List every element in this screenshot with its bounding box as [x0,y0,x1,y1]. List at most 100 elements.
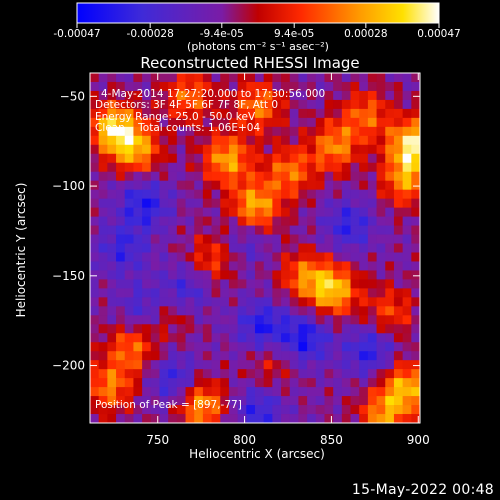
heatmap-cell [307,198,317,209]
heatmap-cell [333,396,343,406]
heatmap-cell [367,198,377,209]
heatmap-cell [185,144,195,155]
heatmap-cell [185,162,195,173]
heatmap-cell [281,351,291,361]
heatmap-cell [116,198,126,209]
heatmap-cell [176,252,186,262]
heatmap-cell [298,261,308,271]
heatmap-cell [246,387,256,397]
heatmap-cell [124,252,134,262]
heatmap-cell [159,126,169,137]
heatmap-cell [150,189,160,200]
heatmap-cell [341,351,351,361]
heatmap-cell [168,225,178,235]
heatmap-cell [168,252,178,262]
heatmap-cell [315,225,325,235]
heatmap-cell [107,279,117,289]
heatmap-cell [341,216,351,226]
heatmap-cell [376,99,386,110]
heatmap-cell [298,135,308,146]
heatmap-cell [367,360,377,370]
heatmap-cell [359,306,369,316]
heatmap-cell [385,180,395,191]
heatmap-cell [272,252,282,262]
heatmap-cell [176,144,186,155]
heatmap-cell [350,108,360,119]
heatmap-cell [176,225,186,235]
heatmap-cell [211,81,221,92]
heatmap-cell [411,342,421,352]
heatmap-cell [107,270,117,280]
heatmap-cell [315,153,325,164]
heatmap-cell [376,81,386,92]
heatmap-cell [142,216,152,226]
heatmap-cell [194,261,204,271]
heatmap-cell [220,252,230,262]
heatmap-cell [289,252,299,262]
heatmap-cell [194,324,204,334]
heatmap-cell [263,216,273,226]
heatmap-cell [333,135,343,146]
heatmap-cell [176,342,186,352]
heatmap-cell [393,189,404,200]
heatmap-cell [298,270,308,280]
heatmap-cell [289,162,299,173]
x-tick-label: 850 [320,433,343,447]
heatmap-cell [124,108,134,119]
heatmap-cell [272,126,282,137]
heatmap-cell [324,270,334,280]
heatmap-cell [150,279,160,289]
heatmap-cell [376,189,386,200]
heatmap-cell [194,342,204,352]
heatmap-cell [402,333,412,343]
heatmap-cell [315,360,325,370]
heatmap-cell [359,387,369,397]
heatmap-cell [246,234,256,244]
heatmap-cell [411,324,421,334]
heatmap-cell [194,126,204,137]
heatmap-cell [272,261,282,271]
heatmap-cell [237,90,247,101]
heatmap-cell [150,234,160,244]
heatmap-cell [185,171,195,182]
heatmap-cell [281,414,291,424]
heatmap-cell [228,153,239,164]
heatmap-cell [202,207,212,217]
heatmap-cell [359,216,369,226]
heatmap-cell [289,315,299,325]
heatmap-cell [341,360,351,370]
heatmap-cell [411,315,421,325]
heatmap-cell [350,180,360,191]
heatmap-cell [116,99,126,110]
heatmap-cell [350,378,360,388]
heatmap-cell [393,207,404,217]
heatmap-cell [90,396,100,406]
heatmap-cell [124,171,134,182]
heatmap-cell [116,144,126,155]
heatmap-cell [341,225,351,235]
heatmap-cell [255,234,265,244]
heatmap-cell [220,216,230,226]
heatmap-cell [98,135,108,146]
heatmap-cell [393,387,404,397]
heatmap-cell [246,297,256,307]
heatmap-cell [150,261,160,271]
heatmap-cell [411,180,421,191]
heatmap-cell [385,99,395,110]
heatmap-cell [133,387,143,397]
heatmap-cell [211,126,221,137]
heatmap-cell [263,261,273,271]
heatmap-cell [385,324,395,334]
heatmap-cell [393,81,404,92]
heatmap-cell [202,225,212,235]
heatmap-cell [237,135,247,146]
heatmap-cell [194,315,204,325]
heatmap-cell [315,405,325,415]
heatmap-cell [98,108,108,119]
heatmap-cell [237,297,247,307]
heatmap-cell [281,198,291,209]
heatmap-cell [272,270,282,280]
heatmap-cell [367,90,377,101]
heatmap-cell [367,207,377,217]
heatmap-cell [142,162,152,173]
